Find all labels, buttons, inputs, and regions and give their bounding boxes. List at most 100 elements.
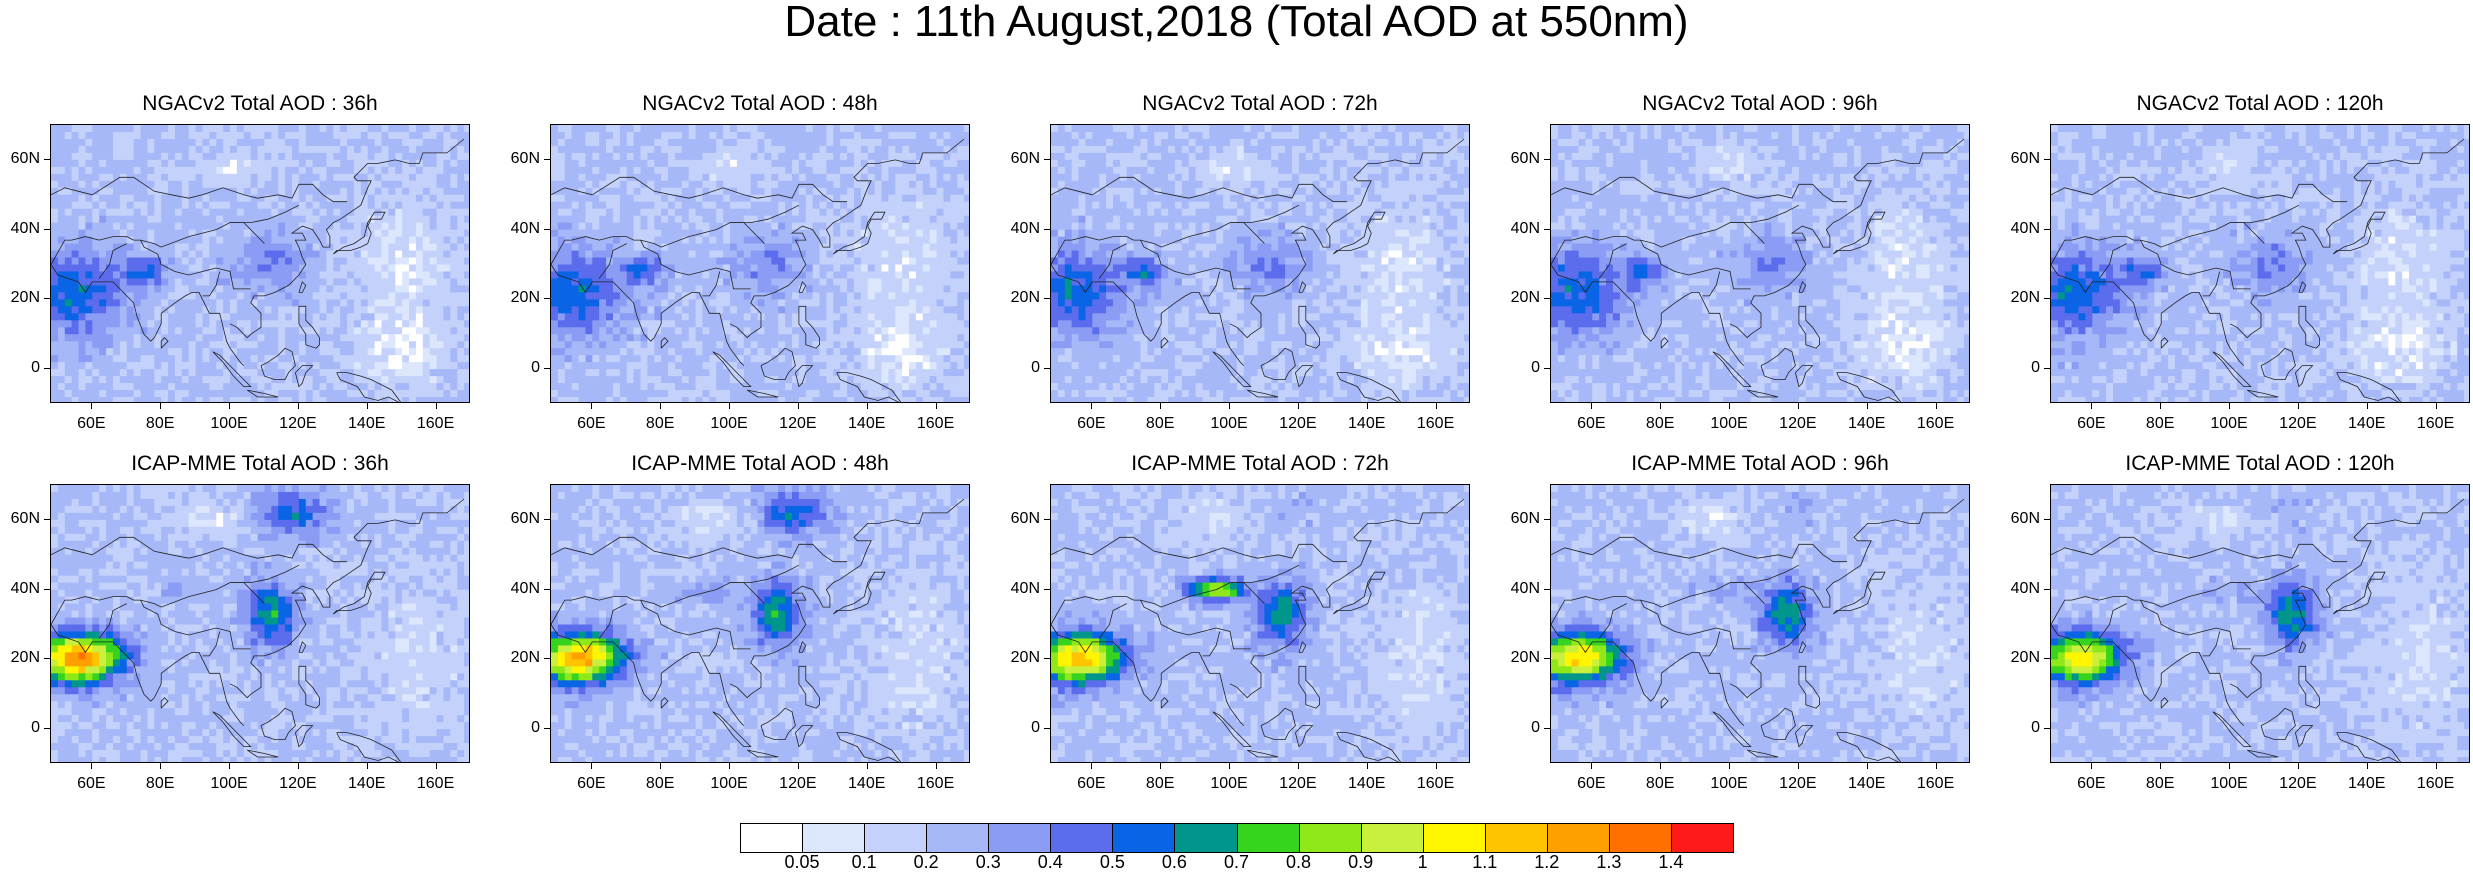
aod-cell — [654, 229, 662, 238]
aod-cell — [833, 236, 841, 245]
aod-cell — [168, 383, 176, 391]
aod-cell — [257, 138, 266, 147]
aod-cell — [409, 145, 417, 154]
aod-cell — [140, 306, 148, 314]
aod-cell — [764, 348, 772, 356]
aod-cell — [833, 131, 841, 140]
aod-cell — [429, 208, 438, 217]
aod-cell — [915, 390, 924, 398]
aod-cell — [57, 131, 66, 140]
aod-cell — [1071, 125, 1080, 133]
aod-cell — [702, 320, 710, 328]
aod-cell — [950, 355, 958, 363]
aod-cell — [243, 327, 252, 335]
aod-cell — [826, 138, 834, 147]
aod-cell — [174, 285, 183, 293]
aod-cell — [578, 355, 587, 363]
aod-cell — [195, 173, 204, 182]
aod-cell — [964, 383, 969, 391]
aod-cell — [285, 208, 293, 217]
aod-cell — [874, 390, 883, 398]
aod-cell — [798, 257, 807, 266]
aod-cell — [181, 250, 190, 259]
aod-cell — [85, 236, 93, 245]
aod-cell — [429, 166, 438, 175]
aod-cell — [51, 306, 59, 314]
aod-cell — [319, 390, 328, 398]
aod-cell — [654, 236, 662, 245]
aod-cell — [415, 278, 424, 287]
aod-cell — [257, 285, 266, 293]
aod-cell — [202, 208, 210, 217]
aod-cell — [695, 299, 704, 307]
aod-cell — [557, 125, 566, 133]
aod-cell — [161, 313, 169, 321]
aod-cell — [551, 159, 559, 168]
aod-cell — [99, 187, 107, 196]
aod-cell — [826, 327, 834, 335]
aod-cell — [612, 362, 621, 370]
aod-cell — [347, 397, 355, 402]
aod-cell — [202, 355, 210, 363]
aod-cell — [853, 257, 862, 266]
aod-cell — [750, 264, 759, 273]
aod-cell — [133, 138, 142, 147]
aod-cell — [223, 383, 231, 391]
aod-cell — [757, 131, 766, 140]
aod-cell — [99, 355, 107, 363]
aod-cell — [278, 369, 286, 377]
aod-cell — [195, 313, 204, 321]
aod-cell — [64, 327, 73, 335]
aod-cell — [619, 397, 628, 402]
aod-cell — [285, 362, 293, 370]
aod-cell — [388, 285, 396, 293]
aod-cell — [819, 327, 828, 335]
aod-cell — [340, 278, 348, 287]
aod-cell — [585, 145, 593, 154]
aod-cell — [140, 271, 148, 280]
aod-cell — [57, 369, 66, 377]
aod-cell — [99, 222, 107, 231]
aod-cell — [181, 236, 190, 245]
aod-cell — [867, 292, 876, 300]
aod-cell — [415, 131, 424, 140]
aod-cell — [688, 383, 697, 391]
aod-cell — [943, 145, 951, 154]
aod-cell — [633, 215, 642, 224]
aod-cell — [564, 306, 573, 314]
aod-cell — [640, 236, 648, 245]
aod-cell — [909, 390, 917, 398]
aod-cell — [415, 306, 424, 314]
aod-cell — [929, 362, 938, 370]
aod-cell — [688, 215, 697, 224]
aod-cell — [599, 390, 607, 398]
aod-cell — [112, 390, 121, 398]
aod-cell — [312, 278, 321, 287]
aod-cell — [298, 299, 307, 307]
aod-cell — [278, 313, 286, 321]
aod-cell — [599, 271, 607, 280]
aod-cell — [702, 145, 710, 154]
aod-cell — [819, 145, 828, 154]
aod-cell — [564, 390, 573, 398]
aod-cell — [709, 180, 717, 189]
aod-cell — [743, 376, 752, 384]
aod-cell — [367, 180, 376, 189]
aod-cell — [326, 278, 334, 287]
aod-cell — [195, 243, 204, 252]
aod-cell — [181, 348, 190, 356]
aod-cell — [888, 125, 896, 133]
aod-cell — [743, 173, 752, 182]
aod-cell — [688, 390, 697, 398]
aod-cell — [612, 152, 621, 161]
aod-cell — [654, 278, 662, 287]
lon-tick — [591, 403, 593, 409]
aod-cell — [798, 299, 807, 307]
aod-cell — [557, 362, 566, 370]
aod-cell — [464, 355, 469, 363]
aod-cell — [188, 194, 197, 203]
aod-cell — [895, 299, 903, 307]
aod-cell — [395, 341, 403, 349]
aod-cell — [764, 355, 772, 363]
aod-cell — [85, 271, 93, 280]
